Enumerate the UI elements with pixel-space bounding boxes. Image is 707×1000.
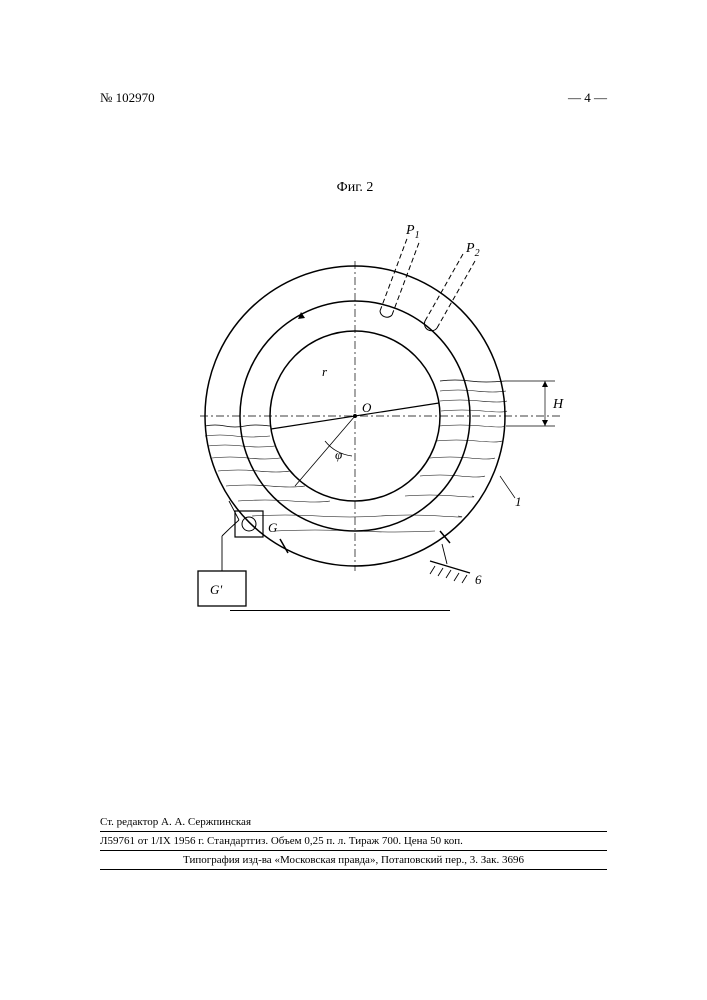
label-6: 6 — [475, 572, 482, 587]
page-number: — 4 — — [568, 90, 607, 106]
label-p1: P1 — [405, 223, 420, 241]
label-1: 1 — [515, 494, 522, 509]
label-phi: φ — [335, 447, 342, 462]
figure-diagram: P1 P2 O r φ H 1 6 G G' — [130, 206, 580, 626]
label-r: r — [322, 364, 328, 379]
label-h: H — [552, 397, 564, 412]
editor-line: Ст. редактор А. А. Сержпинская — [100, 813, 607, 832]
label-o: O — [362, 400, 372, 415]
typography-line: Типография изд-ва «Московская правда», П… — [100, 851, 607, 870]
label-gprime: G' — [210, 582, 222, 597]
page-header: № 102970 — 4 — — [0, 90, 707, 106]
label-g: G — [268, 520, 278, 535]
colophon: Ст. редактор А. А. Сержпинская Л59761 от… — [100, 813, 607, 870]
label-p2: P2 — [465, 241, 480, 259]
figure-label: Фиг. 2 — [130, 180, 580, 196]
figure-container: Фиг. 2 — [130, 180, 580, 620]
bottom-rule — [230, 610, 450, 611]
doc-number: № 102970 — [100, 90, 155, 106]
print-info-line: Л59761 от 1/IX 1956 г. Стандартгиз. Объе… — [100, 832, 607, 851]
